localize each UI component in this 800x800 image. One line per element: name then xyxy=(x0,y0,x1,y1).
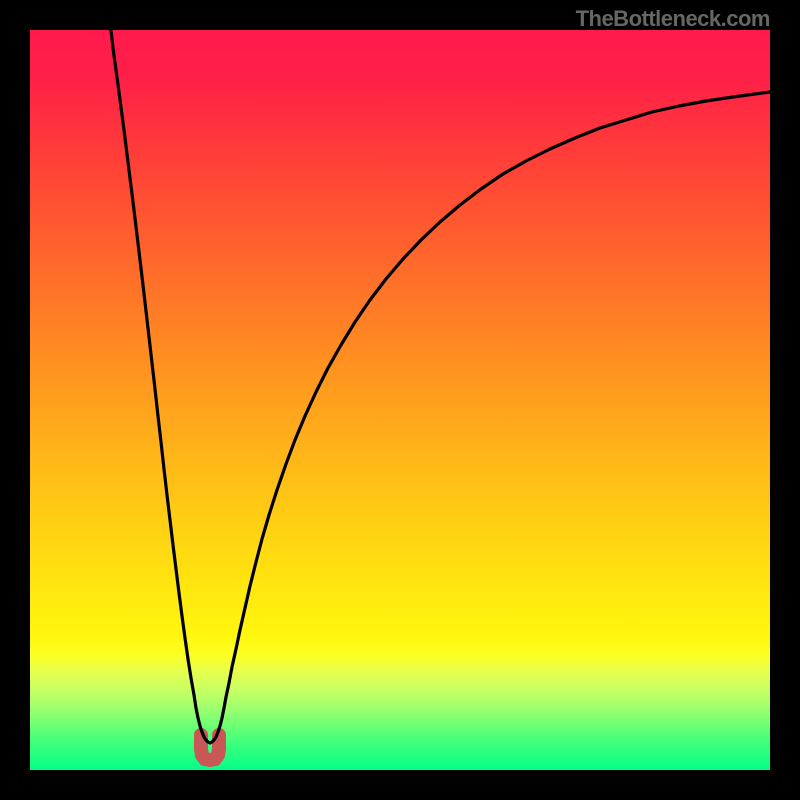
outer-frame: TheBottleneck.com xyxy=(0,0,800,800)
watermark-text: TheBottleneck.com xyxy=(576,6,770,32)
bottleneck-chart-svg xyxy=(30,30,770,770)
gradient-background xyxy=(30,30,770,770)
plot-area xyxy=(30,30,770,770)
